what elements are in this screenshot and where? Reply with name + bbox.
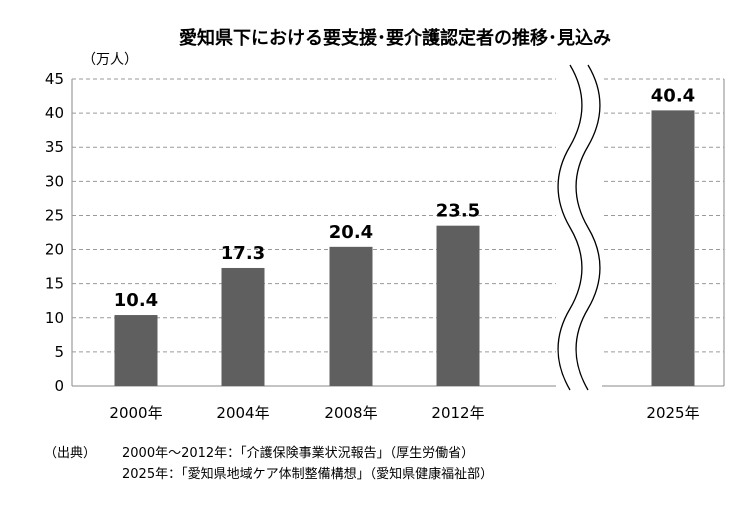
- source-note: （出典） 2000年～2012年：「介護保険事業状況報告」（厚生労働省） 202…: [44, 445, 493, 482]
- data-label: 23.5: [436, 201, 480, 222]
- axis-break-wave: [557, 64, 583, 391]
- y-tick-label: 40: [45, 104, 64, 122]
- y-axis-unit-label: （万人）: [82, 52, 138, 68]
- source-line-2: 2025年：「愛知県地域ケア体制整備構想」（愛知県健康福祉部）: [122, 466, 493, 482]
- bar: [651, 110, 695, 386]
- data-labels: 10.4 17.3 20.4 23.5 40.4: [114, 85, 695, 311]
- axis-break-wave: [575, 64, 601, 391]
- chart-title: 愛知県下における要支援･要介護認定者の推移･見込み: [179, 27, 611, 49]
- y-axis-ticks: 0 5 10 15 20 25 30 35 40 45: [45, 70, 64, 395]
- data-label: 20.4: [329, 222, 373, 243]
- y-tick-label: 10: [45, 309, 64, 327]
- data-label: 10.4: [114, 290, 158, 311]
- y-tick-label: 15: [45, 275, 64, 293]
- x-category-label: 2008年: [324, 404, 377, 422]
- x-category-label: 2000年: [109, 404, 162, 422]
- y-tick-label: 20: [45, 241, 64, 259]
- y-tick-label: 5: [54, 343, 64, 361]
- y-tick-label: 45: [45, 70, 64, 88]
- bars: [114, 110, 695, 386]
- x-axis-category-labels: 2000年 2004年 2008年 2012年 2025年: [109, 404, 699, 422]
- axis-break-gap: [556, 63, 602, 394]
- y-tick-label: 35: [45, 138, 64, 156]
- x-category-label: 2025年: [646, 404, 699, 422]
- gridlines: [71, 78, 725, 387]
- data-label: 17.3: [221, 243, 265, 264]
- y-tick-label: 0: [54, 377, 64, 395]
- y-tick-label: 25: [45, 206, 64, 224]
- source-line-1: 2000年～2012年：「介護保険事業状況報告」（厚生労働省）: [122, 445, 474, 461]
- source-label: （出典）: [44, 446, 96, 461]
- y-tick-label: 30: [45, 172, 64, 190]
- bar: [114, 315, 158, 386]
- axis-break: [556, 63, 602, 394]
- x-category-label: 2004年: [216, 404, 269, 422]
- bar: [329, 246, 373, 386]
- bar: [436, 225, 480, 386]
- data-label: 40.4: [651, 85, 695, 106]
- x-category-label: 2012年: [431, 404, 484, 422]
- bar: [221, 267, 265, 386]
